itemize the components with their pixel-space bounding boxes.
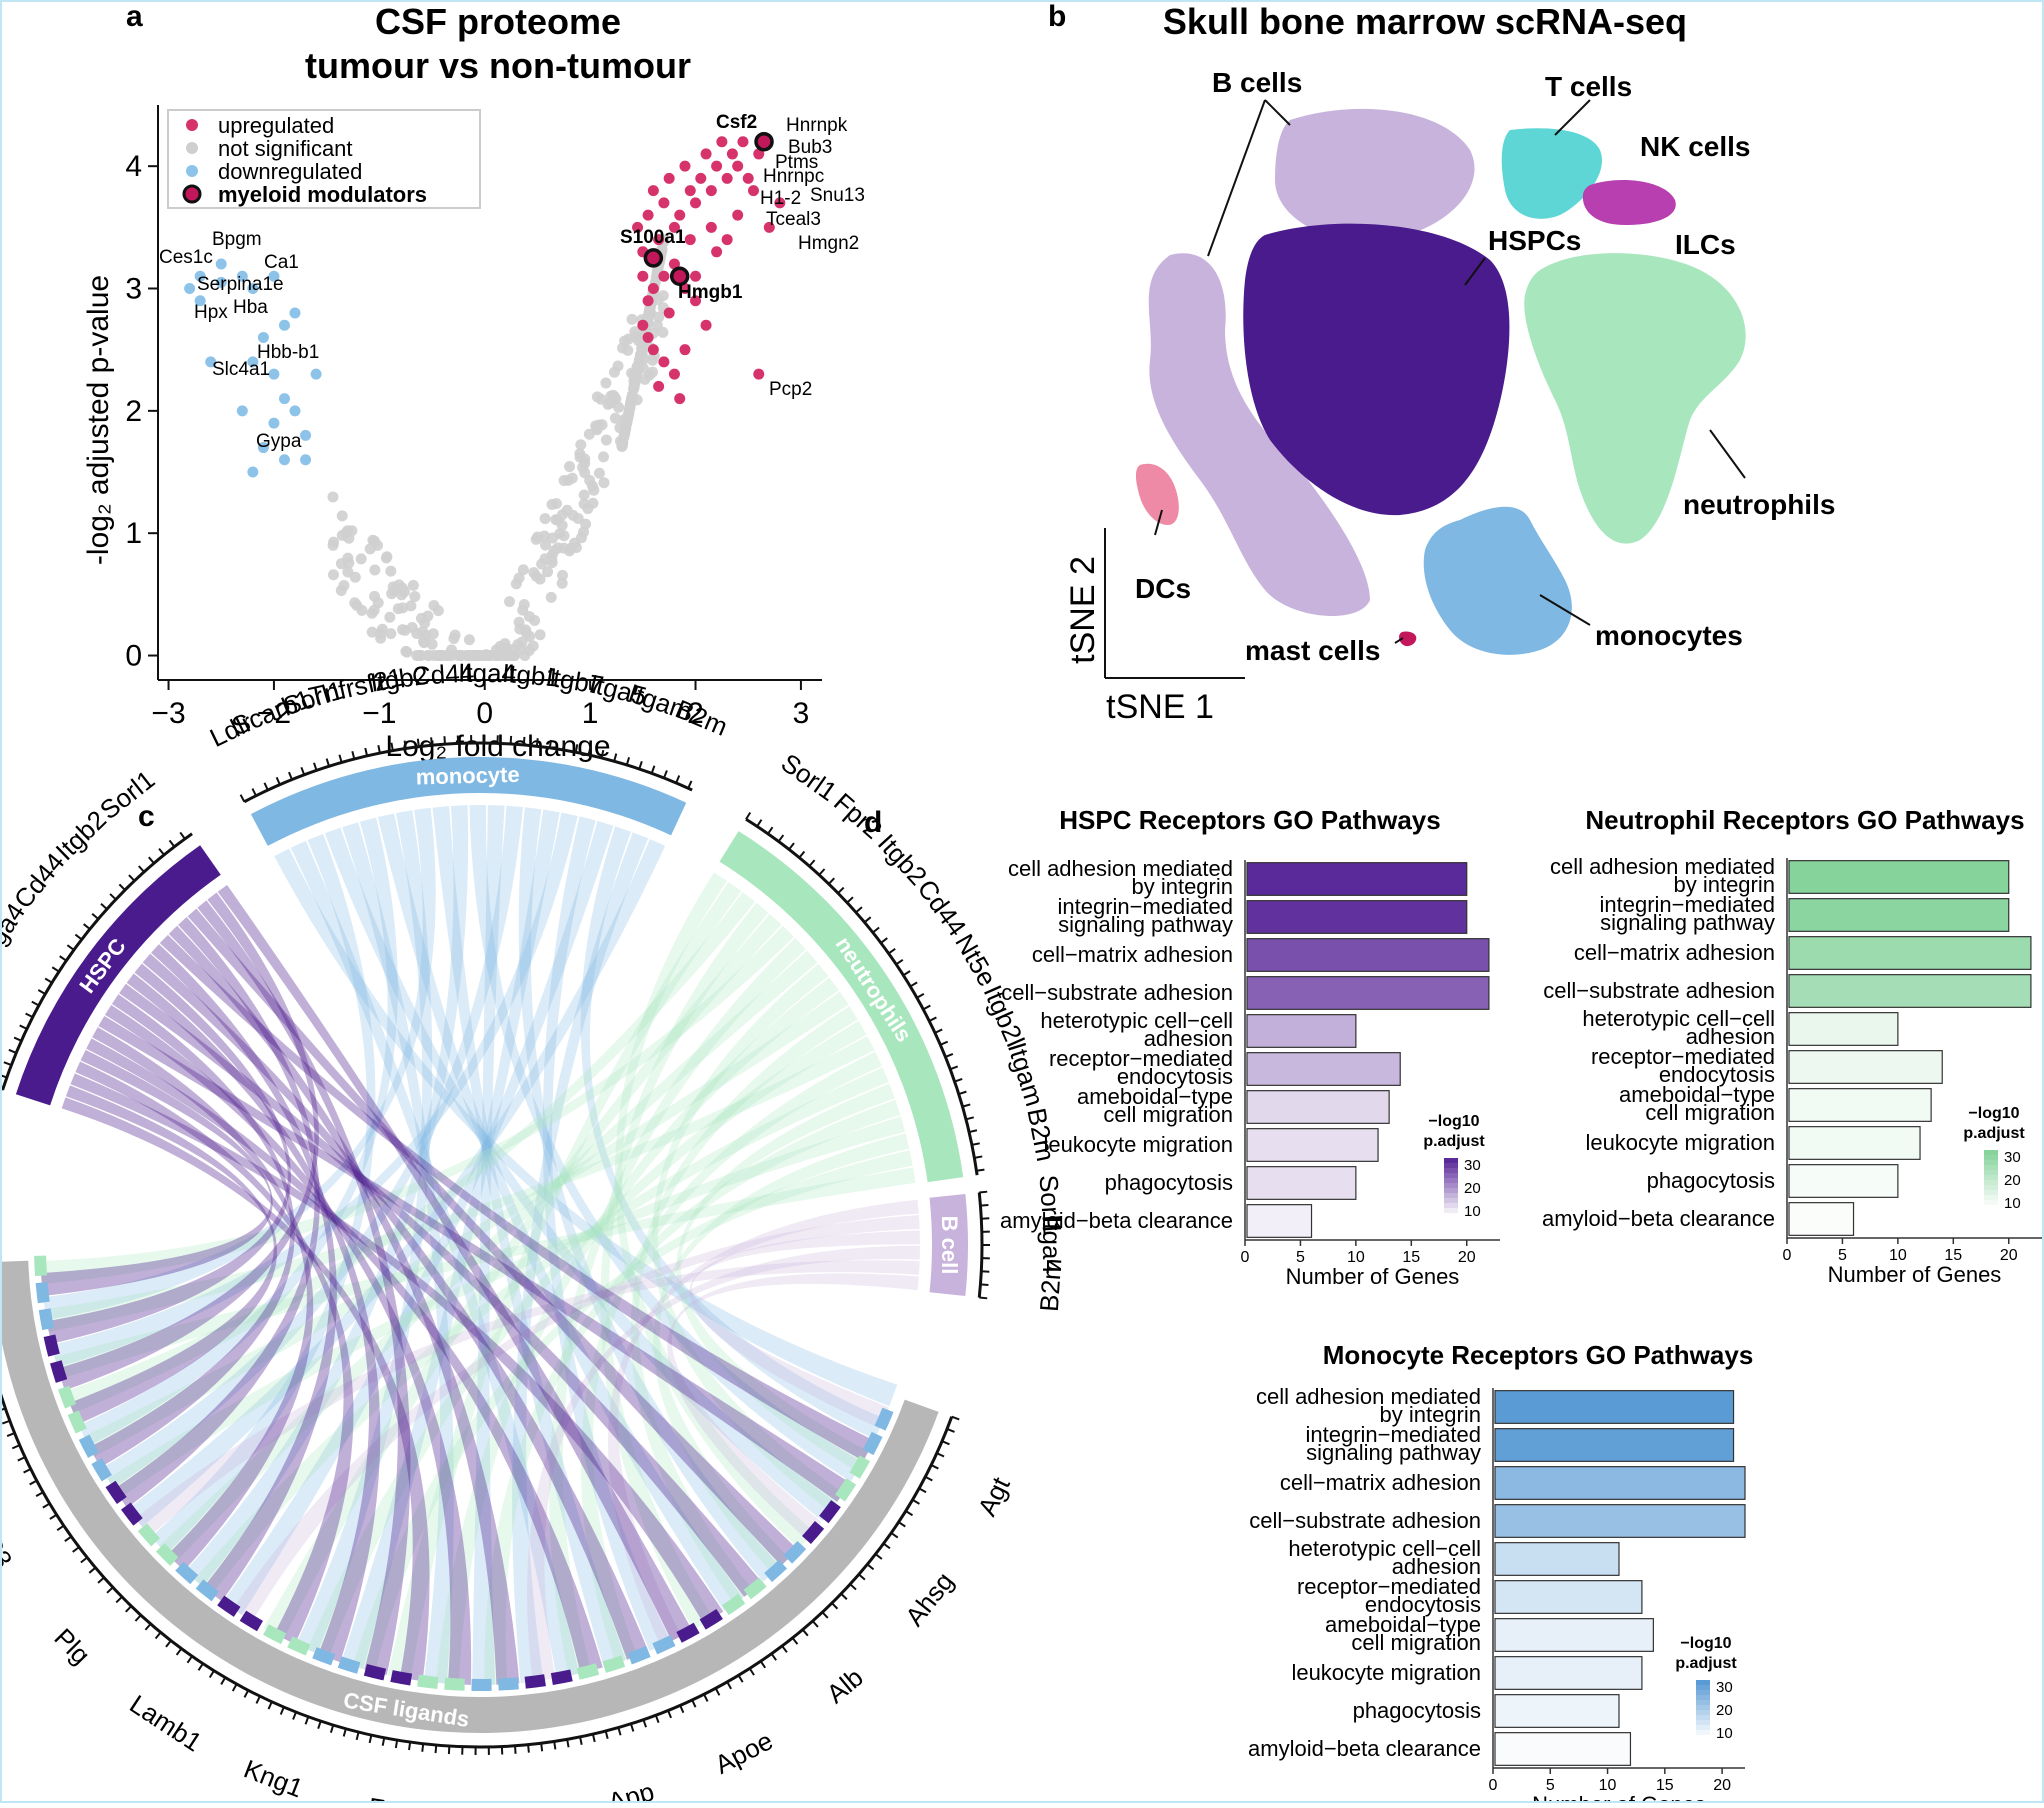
figure-frame [0,0,2044,1803]
